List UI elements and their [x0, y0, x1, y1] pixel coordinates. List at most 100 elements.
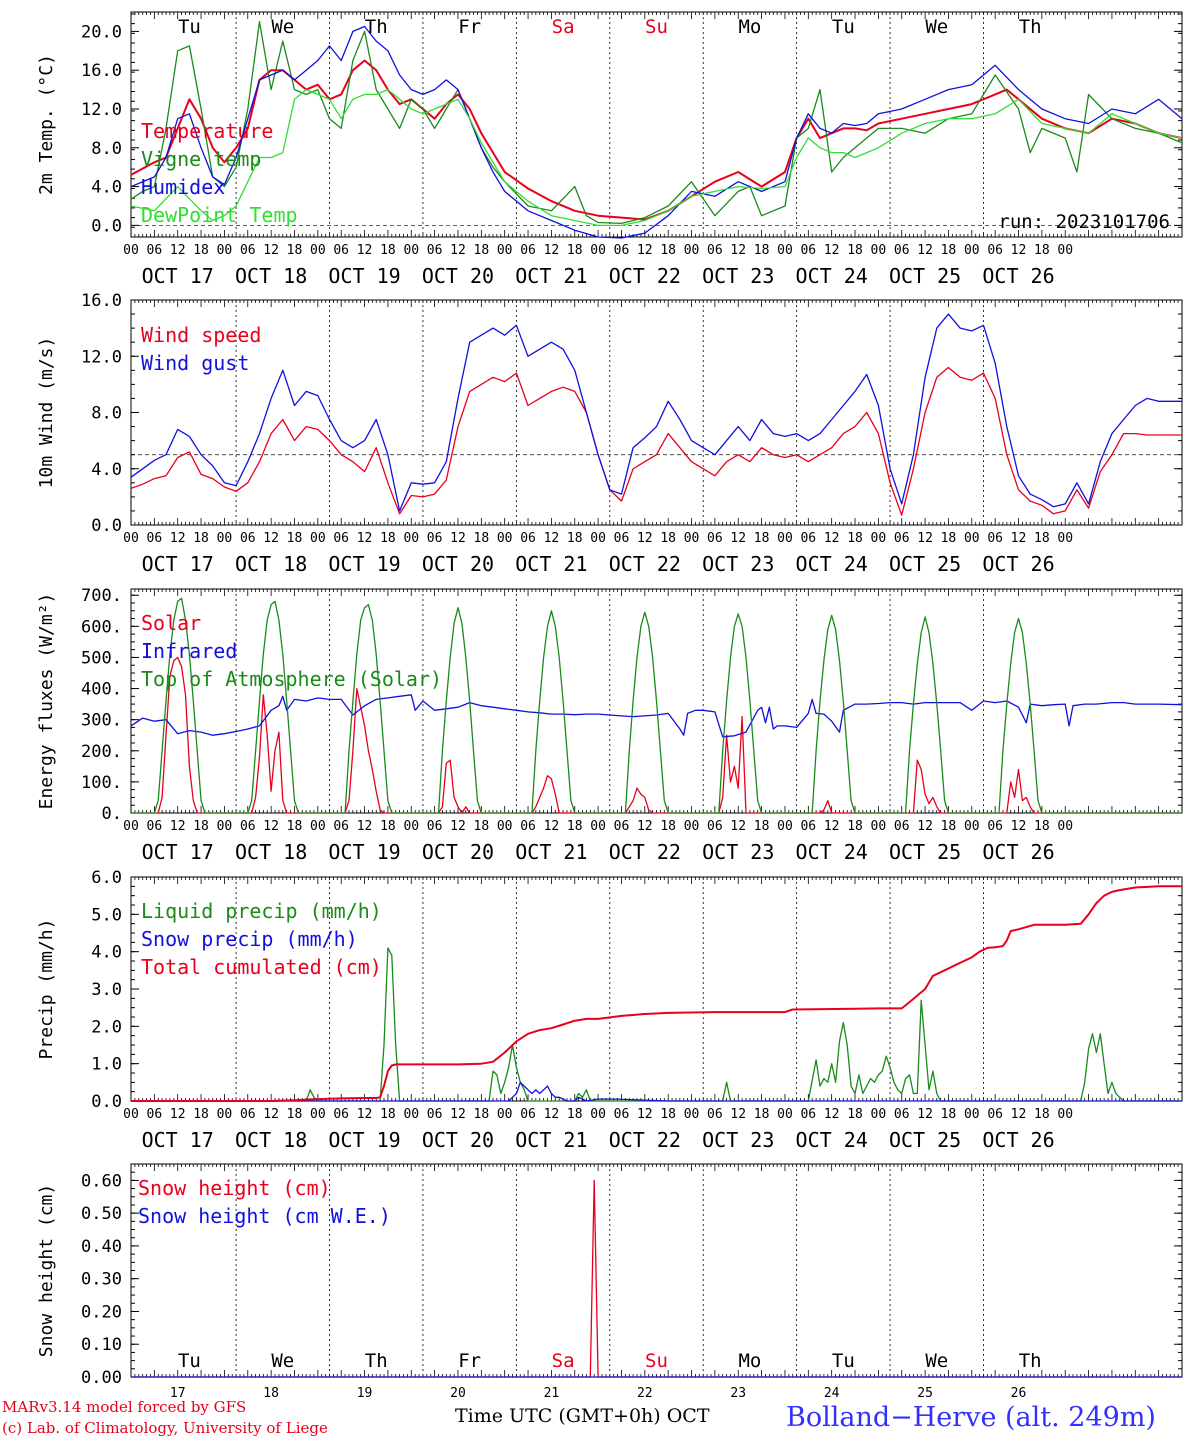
date-label: OCT 26	[982, 264, 1054, 288]
hour-tick-label: 18	[567, 531, 583, 546]
date-label: OCT 25	[889, 1128, 961, 1152]
y-tick-label: 300.	[81, 711, 122, 731]
y-tick-label: 500.	[81, 648, 122, 668]
day-number-label: 25	[917, 1386, 933, 1401]
day-number-label: 22	[637, 1386, 653, 1401]
date-label: OCT 20	[422, 264, 494, 288]
hour-tick-label: 18	[941, 1107, 957, 1122]
panel-1: 0.0 4.0 8.0 12.0 16.0 20.0 2m Temp. (°C) Temper…	[36, 11, 1183, 288]
hour-tick-label: 12	[824, 1107, 840, 1122]
hour-tick-label: 00	[684, 1107, 700, 1122]
hour-tick-label: 18	[847, 531, 863, 546]
hour-tick-label: 06	[520, 1107, 536, 1122]
hour-tick-label: 12	[357, 819, 373, 834]
date-label: OCT 19	[328, 1128, 400, 1152]
day-label: Th	[365, 1350, 388, 1372]
legend-item: DewPoint Temp	[141, 203, 298, 227]
date-label: OCT 21	[515, 1128, 587, 1152]
hour-tick-label: 12	[450, 1107, 466, 1122]
date-label: OCT 19	[328, 840, 400, 864]
day-number-label: 20	[450, 1386, 466, 1401]
hour-tick-label: 18	[380, 531, 396, 546]
hour-tick-label: 00	[777, 531, 793, 546]
run-annotation: run: 2023101706	[998, 211, 1170, 233]
day-label: Fr	[458, 1350, 481, 1372]
series-line-wind-speed	[130, 366, 1182, 516]
hour-tick-label: 00	[497, 531, 513, 546]
y-tick-label: 0.	[102, 804, 122, 824]
day-label: Sa	[552, 16, 575, 38]
hour-tick-label: 12	[1011, 243, 1027, 258]
day-number-label: 21	[544, 1386, 560, 1401]
hour-tick-label: 12	[917, 243, 933, 258]
hour-tick-label: 00	[590, 243, 606, 258]
y-tick-label: 0.0	[91, 216, 122, 236]
date-label: OCT 22	[609, 552, 681, 576]
hour-tick-label: 00	[1057, 1107, 1073, 1122]
hour-tick-label: 00	[777, 1107, 793, 1122]
hour-tick-label: 12	[544, 1107, 560, 1122]
y-tick-label: 12.0	[81, 347, 122, 367]
day-label: Tu	[832, 1350, 855, 1372]
date-label: OCT 26	[982, 552, 1054, 576]
hour-tick-label: 00	[310, 243, 326, 258]
day-number-label: 26	[1011, 1386, 1027, 1401]
hour-tick-label: 06	[520, 531, 536, 546]
y-tick-label: 8.0	[91, 139, 122, 159]
hour-tick-label: 00	[590, 1107, 606, 1122]
hour-tick-label: 06	[894, 243, 910, 258]
day-label: Tu	[178, 1350, 201, 1372]
date-label: OCT 17	[142, 552, 214, 576]
hour-tick-label: 06	[987, 819, 1003, 834]
hour-tick-label: 12	[730, 531, 746, 546]
day-label: We	[925, 1350, 948, 1372]
series-line-infrared	[130, 694, 1183, 738]
hour-tick-label: 12	[450, 531, 466, 546]
hour-tick-label: 00	[1057, 243, 1073, 258]
y-tick-label: 20.0	[81, 22, 122, 42]
legend-item: Top of Atmosphere (Solar)	[141, 667, 442, 691]
legend-item: Temperature	[141, 119, 273, 143]
y-tick-label: 0.10	[81, 1335, 122, 1355]
date-label: OCT 17	[142, 1128, 214, 1152]
day-label: We	[271, 16, 294, 38]
legend-item: Liquid precip (mm/h)	[141, 899, 382, 923]
hour-tick-label: 18	[193, 531, 209, 546]
series-line-wind-gust	[130, 313, 1182, 512]
hour-tick-label: 12	[450, 243, 466, 258]
date-label: OCT 18	[235, 1128, 307, 1152]
hour-tick-label: 00	[497, 1107, 513, 1122]
y-tick-label: 5.0	[91, 905, 122, 925]
hour-tick-label: 00	[403, 1107, 419, 1122]
hour-tick-label: 00	[871, 819, 887, 834]
hour-tick-label: 18	[193, 1107, 209, 1122]
legend-item: Snow precip (mm/h)	[141, 927, 358, 951]
hour-tick-label: 12	[263, 531, 279, 546]
day-number-label: 17	[170, 1386, 186, 1401]
day-label: Th	[1019, 16, 1042, 38]
hour-tick-label: 06	[427, 531, 443, 546]
y-tick-label: 400.	[81, 680, 122, 700]
date-label: OCT 18	[235, 840, 307, 864]
hour-tick-label: 18	[847, 243, 863, 258]
y-tick-label: 0.40	[81, 1237, 122, 1257]
hour-tick-label: 06	[707, 531, 723, 546]
hour-tick-label: 06	[894, 819, 910, 834]
hour-tick-label: 12	[730, 243, 746, 258]
hour-tick-label: 12	[917, 819, 933, 834]
day-label: Su	[645, 1350, 668, 1372]
hour-tick-label: 12	[263, 1107, 279, 1122]
series-line-vigne-temp	[130, 21, 1183, 225]
hour-tick-label: 12	[1011, 819, 1027, 834]
panel-3: 0. 100. 200. 300. 400. 500. 600. 700. Energy flu…	[36, 586, 1183, 864]
y-tick-label: 4.0	[91, 460, 122, 480]
hour-tick-label: 00	[777, 819, 793, 834]
hour-tick-label: 18	[754, 243, 770, 258]
y-tick-label: 600.	[81, 617, 122, 637]
y-tick-label: 0.30	[81, 1270, 122, 1290]
hour-tick-label: 06	[333, 1107, 349, 1122]
hour-tick-label: 00	[964, 1107, 980, 1122]
hour-tick-label: 06	[520, 819, 536, 834]
day-label: Su	[645, 16, 668, 38]
